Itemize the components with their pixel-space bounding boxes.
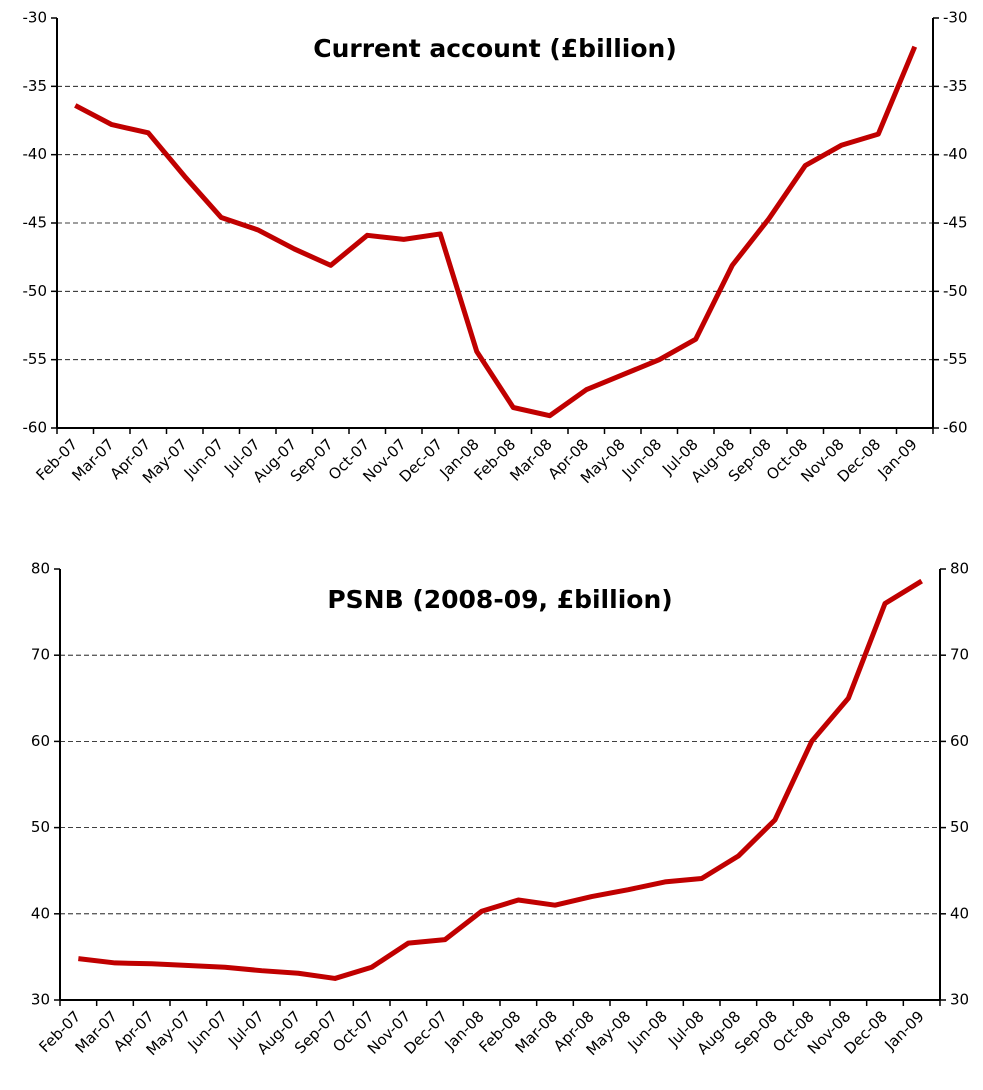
y2-tick-label: -45 <box>943 214 968 232</box>
y-tick-label: -55 <box>23 350 48 368</box>
y2-tick-label: -50 <box>943 282 968 300</box>
y-tick-label: 50 <box>31 818 50 836</box>
y2-tick-label: 50 <box>950 818 969 836</box>
line-series <box>78 578 923 981</box>
y-tick-label: -60 <box>23 419 48 437</box>
y-tick-label: 70 <box>31 646 50 664</box>
y2-tick-label: -55 <box>943 350 968 368</box>
y2-tick-label: -35 <box>943 77 968 95</box>
chart-title: Current account (£billion) <box>313 34 677 63</box>
chart-title: PSNB (2008-09, £billion) <box>327 585 672 614</box>
y2-tick-label: 60 <box>950 732 969 750</box>
x-tick-label: Jun-08 <box>624 1007 671 1054</box>
x-tick-label: Jan-09 <box>881 1007 928 1054</box>
y-tick-label: 30 <box>31 991 50 1009</box>
y2-tick-label: 80 <box>950 560 969 578</box>
line-series <box>74 45 918 419</box>
y2-tick-label: -60 <box>943 419 968 437</box>
x-tick-label: Jun-08 <box>618 435 665 482</box>
x-tick-label: Jun-07 <box>184 1007 231 1054</box>
y-tick-label: -35 <box>23 77 48 95</box>
x-tick-label: Jun-07 <box>180 435 227 482</box>
y2-tick-label: 40 <box>950 904 969 922</box>
y-tick-label: 40 <box>31 904 50 922</box>
y2-tick-label: 30 <box>950 991 969 1009</box>
y-tick-label: 60 <box>31 732 50 750</box>
y2-tick-label: 70 <box>950 646 969 664</box>
y-tick-label: 80 <box>31 560 50 578</box>
y2-tick-label: -30 <box>943 9 968 27</box>
x-tick-label: Jan-09 <box>874 435 921 482</box>
y-tick-label: -50 <box>23 282 48 300</box>
y-tick-label: -40 <box>23 145 48 163</box>
y-tick-label: -30 <box>23 9 48 27</box>
y2-tick-label: -40 <box>943 145 968 163</box>
y-tick-label: -45 <box>23 214 48 232</box>
